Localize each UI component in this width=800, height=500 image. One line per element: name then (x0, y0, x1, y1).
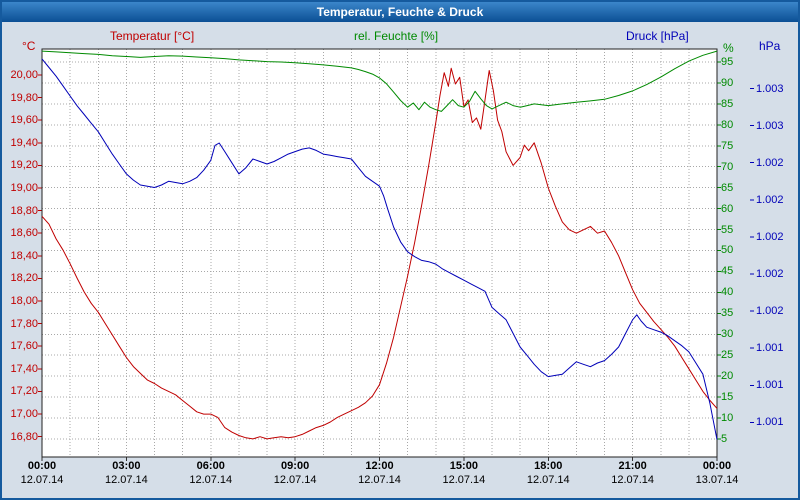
y-tick-pressure: 1.002 (756, 156, 784, 169)
y-tick-temperature: 18,80 (10, 204, 38, 217)
x-tick-time: 03:00 (112, 460, 141, 472)
y-tick-humidity: 30 (721, 328, 734, 341)
x-tick-time: 21:00 (618, 460, 647, 472)
y-tick-temperature: 19,20 (10, 159, 38, 172)
y-tick-humidity: 90 (721, 76, 734, 89)
x-tick-date: 12.07.14 (611, 474, 655, 486)
y-tick-temperature: 17,60 (10, 340, 38, 353)
y-tick-temperature: 17,20 (10, 385, 38, 398)
y-tick-temperature: 17,80 (10, 317, 38, 330)
legend-temperature: Temperatur [°C] (110, 29, 195, 43)
x-tick-time: 00:00 (702, 460, 732, 472)
y-tick-humidity: 55 (721, 223, 734, 236)
y-tick-pressure: 1.001 (756, 416, 784, 429)
y-tick-temperature: 20,00 (10, 68, 38, 81)
y-tick-humidity: 70 (721, 160, 734, 173)
x-tick-date: 12.07.14 (526, 474, 570, 486)
y-tick-pressure: 1.003 (756, 82, 784, 95)
y-tick-humidity: 40 (721, 286, 734, 299)
y-tick-temperature: 18,60 (10, 227, 38, 240)
y-tick-pressure: 1.002 (756, 230, 784, 243)
y-tick-humidity: 20 (721, 370, 734, 383)
pressure-series-line (41, 58, 718, 440)
y-tick-humidity: 65 (721, 181, 734, 194)
y-tick-humidity: 45 (721, 265, 734, 278)
x-tick-date: 13.07.14 (695, 474, 739, 486)
y-tick-pressure: 1.002 (756, 268, 784, 281)
x-tick-date: 12.07.14 (104, 474, 148, 486)
y-tick-temperature: 17,40 (10, 362, 38, 375)
x-tick-time: 00:00 (27, 460, 57, 472)
y-tick-temperature: 18,40 (10, 249, 38, 262)
y-tick-humidity: 75 (721, 139, 734, 152)
y-tick-pressure: 1.001 (756, 342, 784, 355)
y-tick-temperature: 18,20 (10, 272, 38, 285)
legend-pressure: Druck [hPa] (626, 29, 689, 43)
y-tick-humidity: 95 (721, 55, 734, 68)
y-tick-temperature: 16,80 (10, 430, 38, 443)
y-tick-temperature: 19,60 (10, 114, 38, 127)
y-tick-humidity: 25 (721, 349, 734, 362)
plot-border (41, 48, 718, 458)
x-tick-date: 12.07.14 (358, 474, 401, 486)
temperature-series-line (41, 67, 718, 440)
y-tick-temperature: 19,00 (10, 182, 38, 194)
x-tick-date: 12.07.14 (442, 474, 486, 486)
x-tick-time: 18:00 (534, 460, 563, 472)
y-tick-humidity: 5 (721, 432, 728, 445)
y-tick-humidity: 50 (721, 244, 734, 257)
x-tick-date: 12.07.14 (273, 474, 317, 486)
axis-unit-hpa: hPa (759, 39, 781, 53)
plot-svg (38, 48, 754, 461)
y-tick-temperature: 17,00 (10, 408, 38, 421)
x-tick-time: 15:00 (449, 460, 478, 472)
axis-unit-percent: % (723, 41, 734, 55)
y-tick-pressure: 1.002 (756, 305, 784, 318)
window-title: Temperatur, Feuchte & Druck (316, 5, 484, 19)
axis-unit-celsius: °C (22, 39, 36, 53)
y-tick-humidity: 35 (721, 307, 734, 320)
y-tick-humidity: 85 (721, 97, 734, 110)
x-tick-date: 12.07.14 (189, 474, 233, 486)
y-tick-temperature: 18,00 (10, 295, 38, 308)
x-tick-time: 09:00 (281, 460, 310, 472)
y-tick-temperature: 19,40 (10, 136, 38, 149)
y-tick-humidity: 80 (721, 118, 734, 131)
y-tick-humidity: 60 (721, 202, 734, 215)
y-tick-pressure: 1.002 (756, 193, 784, 206)
y-tick-humidity: 10 (721, 412, 734, 425)
x-tick-time: 12:00 (365, 460, 394, 472)
x-tick-time: 06:00 (196, 460, 225, 472)
window-titlebar: Temperatur, Feuchte & Druck (2, 2, 798, 22)
humidity-series-line (41, 50, 718, 112)
y-tick-pressure: 1.001 (756, 379, 784, 392)
x-tick-date: 12.07.14 (20, 474, 64, 486)
y-tick-humidity: 15 (721, 391, 734, 404)
y-tick-pressure: 1.003 (756, 119, 784, 132)
legend-humidity: rel. Feuchte [%] (354, 29, 439, 43)
y-tick-temperature: 19,80 (10, 91, 38, 104)
